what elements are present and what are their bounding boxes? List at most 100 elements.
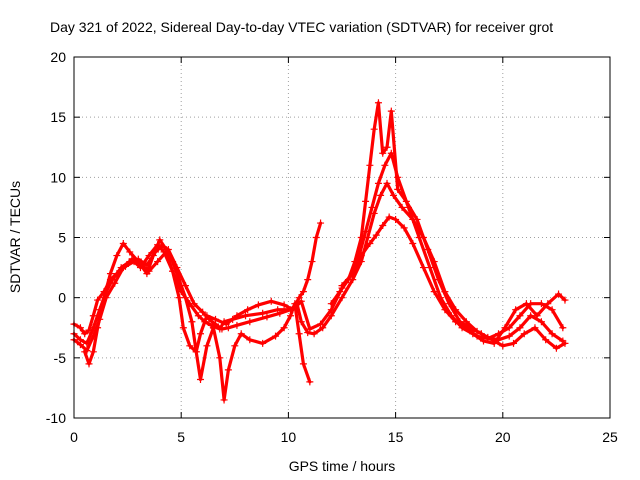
data-point-marker bbox=[175, 294, 183, 302]
data-point-marker bbox=[85, 360, 93, 368]
data-point-marker bbox=[222, 320, 230, 328]
data-point-marker bbox=[306, 325, 314, 333]
data-point-marker bbox=[267, 297, 275, 305]
data-point-marker bbox=[317, 219, 325, 227]
data-point-marker bbox=[89, 348, 97, 356]
data-point-marker bbox=[89, 312, 97, 320]
data-point-marker bbox=[520, 330, 528, 338]
data-series bbox=[70, 99, 569, 404]
data-point-marker bbox=[317, 320, 325, 328]
data-point-marker bbox=[552, 344, 560, 352]
data-point-marker bbox=[512, 306, 520, 314]
data-point-marker bbox=[295, 294, 303, 302]
data-point-marker bbox=[516, 312, 524, 320]
y-tick-label: 20 bbox=[50, 49, 66, 65]
data-point-marker bbox=[304, 329, 312, 337]
data-point-marker bbox=[490, 339, 498, 347]
data-point-marker bbox=[398, 203, 406, 211]
data-point-marker bbox=[220, 396, 228, 404]
data-point-marker bbox=[430, 288, 438, 296]
data-point-marker bbox=[537, 300, 545, 308]
data-point-marker bbox=[203, 312, 211, 320]
data-point-marker bbox=[426, 264, 434, 272]
data-point-marker bbox=[510, 339, 518, 347]
data-point-marker bbox=[338, 294, 346, 302]
data-point-marker bbox=[76, 324, 84, 332]
data-point-marker bbox=[149, 252, 157, 260]
data-point-marker bbox=[287, 312, 295, 320]
data-point-marker bbox=[559, 324, 567, 332]
data-point-marker bbox=[134, 258, 142, 266]
data-point-marker bbox=[299, 360, 307, 368]
x-tick-label: 10 bbox=[281, 429, 297, 445]
data-point-marker bbox=[94, 324, 102, 332]
data-point-marker bbox=[527, 312, 535, 320]
data-point-marker bbox=[194, 312, 202, 320]
y-axis-label: SDTVAR / TECUs bbox=[7, 181, 23, 293]
data-point-marker bbox=[362, 197, 370, 205]
data-point-marker bbox=[533, 312, 541, 320]
data-point-marker bbox=[355, 252, 363, 260]
y-tick-label: -10 bbox=[46, 410, 66, 426]
series-line bbox=[83, 238, 312, 402]
data-point-marker bbox=[499, 342, 507, 350]
y-tick-labels: -10 -5 0 5 10 15 20 bbox=[46, 49, 66, 426]
data-point-marker bbox=[231, 342, 239, 350]
data-point-marker bbox=[196, 330, 204, 338]
series-trace-2 bbox=[70, 179, 567, 347]
data-point-marker bbox=[244, 306, 252, 314]
data-point-marker bbox=[111, 279, 119, 287]
data-point-marker bbox=[469, 330, 477, 338]
data-point-marker bbox=[544, 300, 552, 308]
data-point-marker bbox=[522, 300, 530, 308]
data-point-marker bbox=[263, 313, 271, 321]
data-point-marker bbox=[76, 341, 84, 349]
data-point-marker bbox=[280, 301, 288, 309]
data-point-marker bbox=[372, 231, 380, 239]
data-point-marker bbox=[409, 240, 417, 248]
y-tick-label: -5 bbox=[54, 350, 67, 366]
data-point-marker bbox=[310, 330, 318, 338]
data-point-marker bbox=[434, 276, 442, 284]
data-point-marker bbox=[516, 324, 524, 332]
data-point-marker bbox=[179, 324, 187, 332]
data-point-marker bbox=[156, 236, 164, 244]
data-point-marker bbox=[385, 213, 393, 221]
data-point-marker bbox=[531, 324, 539, 332]
data-point-marker bbox=[338, 282, 346, 290]
data-point-marker bbox=[190, 300, 198, 308]
data-point-marker bbox=[119, 264, 127, 272]
x-tick-label: 0 bbox=[70, 429, 78, 445]
data-point-marker bbox=[415, 234, 423, 241]
data-point-marker bbox=[370, 125, 378, 133]
data-point-marker bbox=[119, 240, 127, 248]
data-point-marker bbox=[154, 258, 162, 266]
chart-title: Day 321 of 2022, Sidereal Day-to-day VTE… bbox=[50, 19, 553, 35]
data-point-marker bbox=[237, 330, 245, 338]
data-point-marker bbox=[424, 246, 432, 254]
data-point-marker bbox=[445, 300, 453, 308]
data-point-marker bbox=[274, 306, 282, 314]
data-point-marker bbox=[537, 318, 545, 326]
data-point-marker bbox=[374, 179, 382, 187]
x-tick-label: 25 bbox=[602, 429, 618, 445]
data-point-marker bbox=[458, 324, 466, 332]
data-point-marker bbox=[233, 312, 241, 320]
x-tick-label: 20 bbox=[495, 429, 511, 445]
data-point-marker bbox=[181, 282, 189, 290]
data-point-marker bbox=[224, 324, 232, 332]
data-point-marker bbox=[246, 336, 254, 344]
y-tick-label: 5 bbox=[58, 230, 66, 246]
data-point-marker bbox=[387, 107, 395, 115]
data-point-marker bbox=[259, 339, 267, 347]
data-point-marker bbox=[366, 161, 374, 169]
data-point-marker bbox=[218, 325, 226, 333]
data-point-marker bbox=[379, 221, 387, 229]
data-point-marker bbox=[477, 330, 485, 338]
y-tick-label: 15 bbox=[50, 109, 66, 125]
data-point-marker bbox=[505, 332, 513, 340]
data-point-marker bbox=[242, 312, 250, 320]
axis-ticks bbox=[73, 56, 611, 419]
data-point-marker bbox=[143, 270, 151, 278]
data-point-marker bbox=[299, 288, 307, 296]
